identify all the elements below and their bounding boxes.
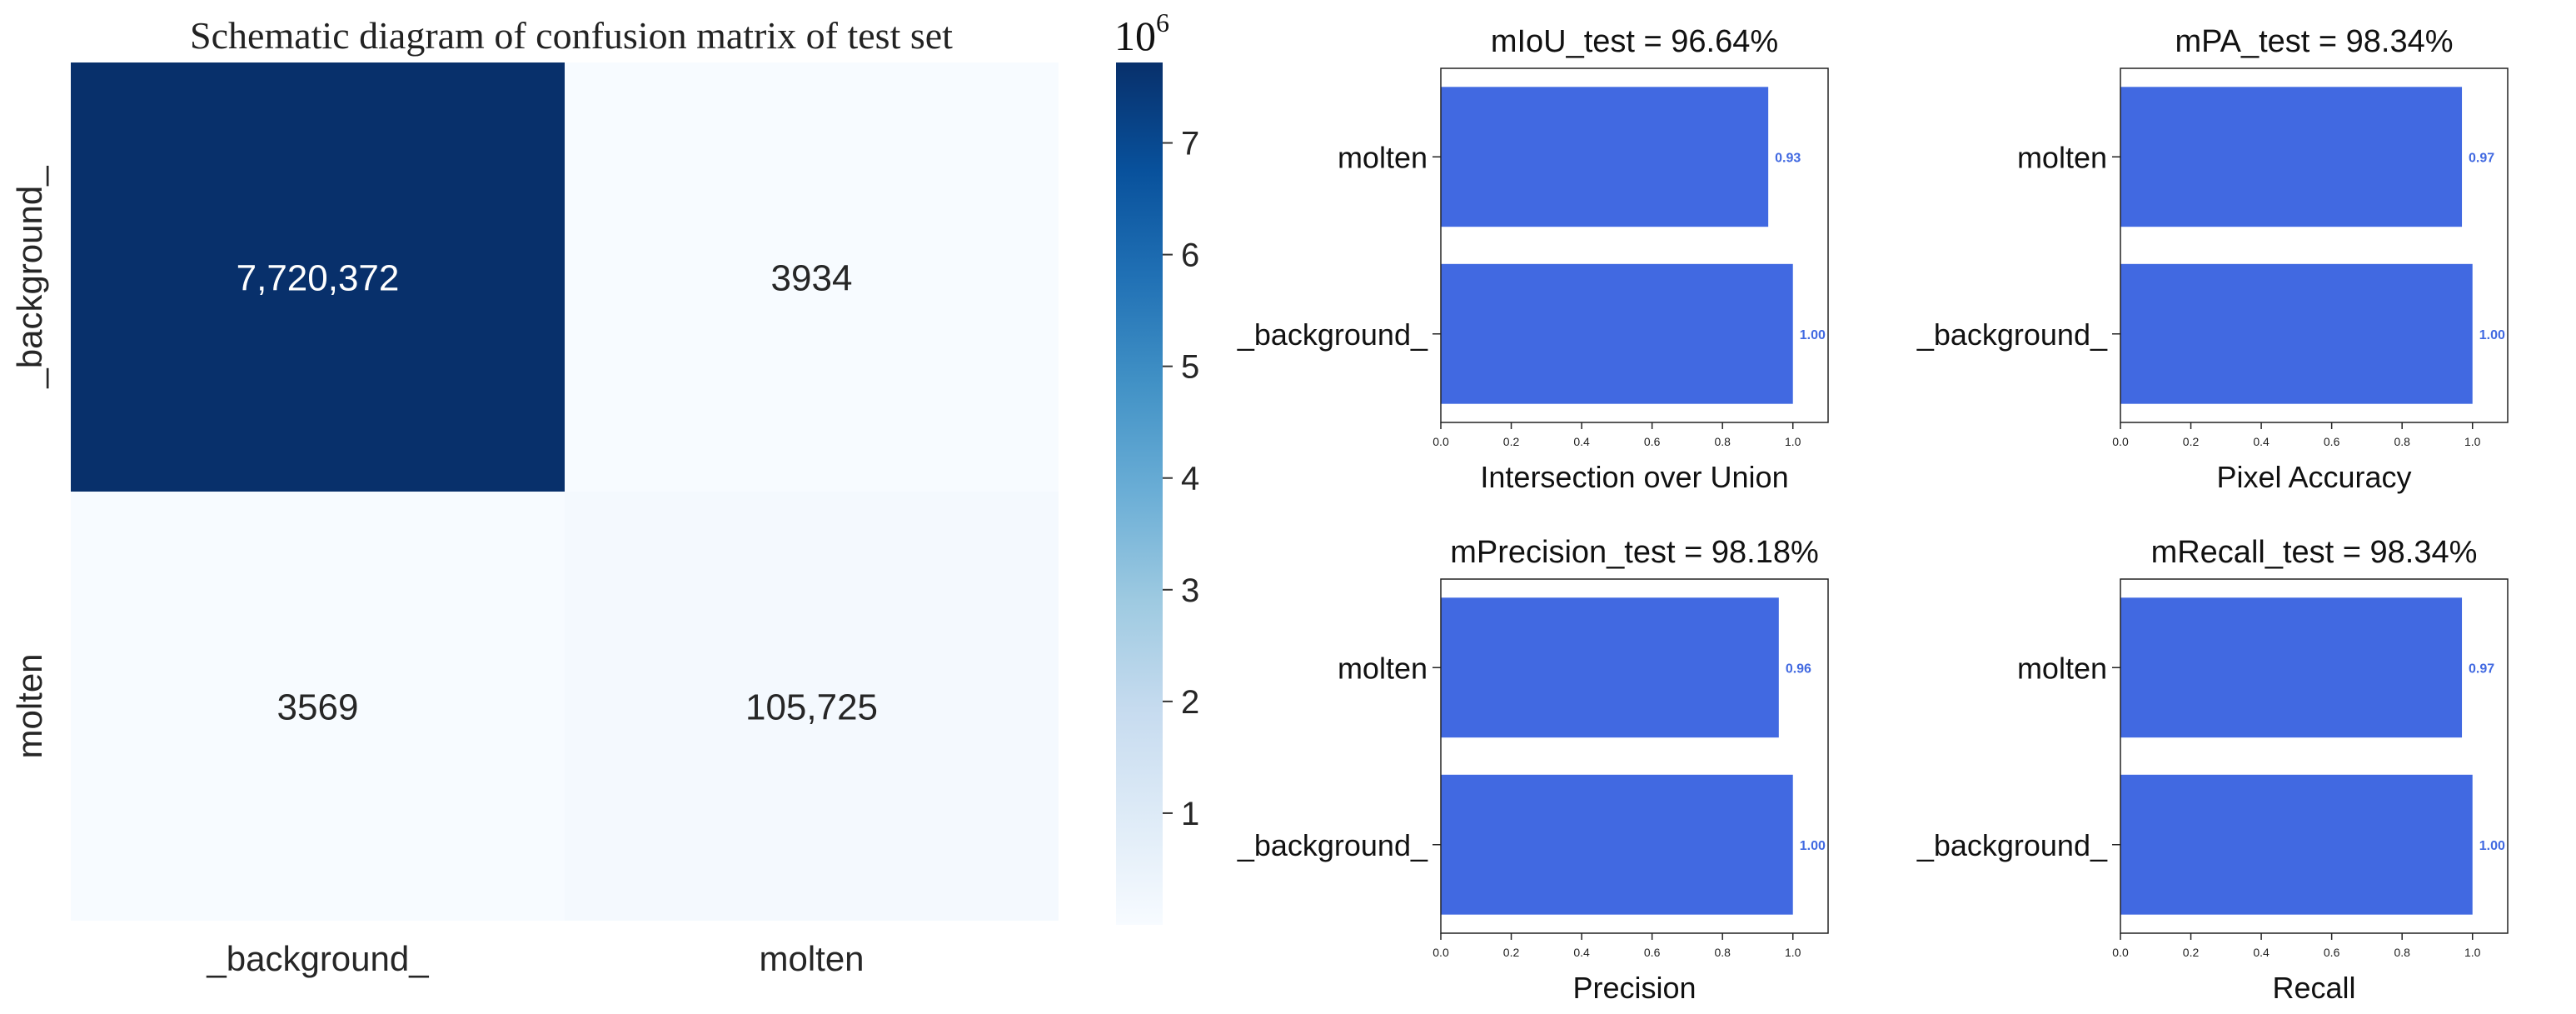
x-tick-label: 0.2 [1503, 946, 1520, 959]
y-tick-label: molten [1338, 651, 1428, 685]
colorbar-tick-label: 7 [1181, 126, 1199, 162]
heatmap-cell-r1-c1 [565, 492, 1059, 921]
x-tick-label: 1.0 [2464, 946, 2481, 959]
y-tick-label: _background_ [1237, 317, 1428, 352]
x-tick-label: 1.0 [2464, 435, 2481, 448]
bar-chart-title: mPA_test = 98.34% [2175, 24, 2453, 59]
x-tick-label: 0.6 [1644, 435, 1661, 448]
x-tick-label: 0.6 [1644, 946, 1661, 959]
axes-frame [1440, 578, 1829, 934]
colorbar-exponent-power: 6 [1156, 7, 1169, 37]
bar-0 [1441, 87, 1769, 227]
x-tick-label: 0.2 [1503, 435, 1520, 448]
heatmap-cell-labels: 7,720,372 3934 3569 105,725 [237, 258, 878, 728]
y-tick-label: _background_ [1237, 828, 1428, 862]
x-tick-label: 0.2 [2183, 435, 2200, 448]
bar-value-label: 1.00 [1800, 328, 1826, 342]
x-tick-label: 0.4 [1573, 435, 1590, 448]
bar-value-label: 0.93 [1775, 151, 1801, 165]
heatmap-cell-r0-c0 [71, 62, 565, 492]
heatmap-cell-label-r1-c1: 105,725 [745, 687, 878, 728]
bar-value-label: 1.00 [2479, 839, 2505, 853]
bar-chart-title: mIoU_test = 96.64% [1491, 24, 1778, 59]
bar-0 [2120, 87, 2463, 227]
y-tick-label: molten [1338, 140, 1428, 174]
x-tick-label: 1.0 [1785, 435, 1801, 448]
y-tick-label: _background_ [1916, 317, 2108, 352]
x-tick-label: 0.0 [1432, 946, 1449, 959]
bar-chart-panel-4: mRecall_test = 98.34% 0.97 molten 1.00 _back… [1916, 535, 2509, 1005]
heatmap-col-label-0: _background_ [206, 939, 429, 978]
metric-bar-charts: mIoU_test = 96.64% 0.93 molten 1.00 _backgro… [1237, 24, 2509, 1005]
bar-1 [1441, 774, 1793, 915]
x-tick-label: 0.0 [2112, 946, 2129, 959]
bar-value-label: 0.97 [2469, 151, 2494, 165]
x-tick-label: 0.6 [2324, 946, 2340, 959]
colorbar-gradient [1116, 62, 1163, 925]
x-tick-label: 0.0 [1432, 435, 1449, 448]
y-tick-label: molten [2017, 140, 2107, 174]
x-tick-label: 0.4 [2253, 435, 2270, 448]
x-axis-label: Pixel Accuracy [2216, 460, 2411, 494]
bar-1 [2120, 263, 2473, 404]
heatmap-cell-r1-c0 [71, 492, 565, 921]
heatmap-row-label-1: molten [10, 653, 49, 758]
colorbar-tick-label: 2 [1181, 684, 1199, 721]
colorbar-tick-label: 4 [1181, 461, 1199, 497]
y-tick-label: _background_ [1916, 828, 2108, 862]
colorbar-exponent-base: 10 [1114, 12, 1156, 59]
heatmap-col-label-1: molten [759, 939, 864, 978]
x-tick-label: 0.6 [2324, 435, 2340, 448]
axes-frame [2120, 578, 2509, 934]
bar-0 [2120, 597, 2463, 738]
bar-chart-title: mPrecision_test = 98.18% [1450, 535, 1819, 570]
heatmap-title: Schematic diagram of confusion matrix of… [190, 14, 953, 57]
x-tick-label: 0.8 [2394, 946, 2410, 959]
bar-value-label: 1.00 [1800, 839, 1826, 853]
x-axis-label: Precision [1572, 971, 1696, 1005]
x-tick-label: 0.8 [1714, 435, 1731, 448]
heatmap-cells [71, 62, 1059, 921]
bar-value-label: 0.97 [2469, 662, 2494, 676]
colorbar-tick-label: 6 [1181, 237, 1199, 274]
heatmap-col-tick-labels: _background_ molten [206, 939, 864, 978]
bar-1 [2120, 774, 2473, 915]
colorbar-tick-label: 5 [1181, 349, 1199, 386]
x-tick-label: 1.0 [1785, 946, 1801, 959]
colorbar-tick-label: 3 [1181, 572, 1199, 609]
x-tick-label: 0.8 [1714, 946, 1731, 959]
bar-chart-panel-2: mPA_test = 98.34% 0.97 molten 1.00 _backgrou… [1916, 24, 2509, 494]
x-tick-label: 0.4 [2253, 946, 2270, 959]
colorbar-exponent: 106 [1114, 7, 1169, 59]
x-tick-label: 0.2 [2183, 946, 2200, 959]
colorbar-tick-label: 1 [1181, 796, 1199, 832]
heatmap-row-tick-labels: _background_molten [10, 166, 49, 759]
x-axis-label: Recall [2272, 971, 2355, 1005]
bar-0 [1441, 597, 1779, 738]
x-tick-label: 0.8 [2394, 435, 2410, 448]
bar-value-label: 0.96 [1786, 662, 1811, 676]
heatmap-cell-label-r1-c0: 3569 [277, 687, 359, 728]
axes-frame [1440, 67, 1829, 423]
y-tick-label: molten [2017, 651, 2107, 685]
bar-value-label: 1.00 [2479, 328, 2505, 342]
confusion-matrix-heatmap: Schematic diagram of confusion matrix of… [10, 14, 1059, 978]
colorbar-ticks: 1 2 3 4 5 6 7 [1163, 126, 1199, 832]
heatmap-cell-label-r0-c0: 7,720,372 [237, 258, 400, 299]
bar-1 [1441, 263, 1793, 404]
axes-frame [2120, 67, 2509, 423]
bar-chart-panel-3: mPrecision_test = 98.18% 0.96 molten 1.00 _b… [1237, 535, 1829, 1005]
heatmap-cell-r0-c1 [565, 62, 1059, 492]
heatmap-row-label-0: _background_ [10, 166, 49, 389]
x-tick-label: 0.4 [1573, 946, 1590, 959]
x-tick-label: 0.0 [2112, 435, 2129, 448]
heatmap-cell-label-r0-c1: 3934 [771, 258, 853, 299]
bar-chart-title: mRecall_test = 98.34% [2151, 535, 2478, 570]
x-axis-label: Intersection over Union [1480, 460, 1788, 494]
bar-chart-panel-1: mIoU_test = 96.64% 0.93 molten 1.00 _backgro… [1237, 24, 1829, 494]
